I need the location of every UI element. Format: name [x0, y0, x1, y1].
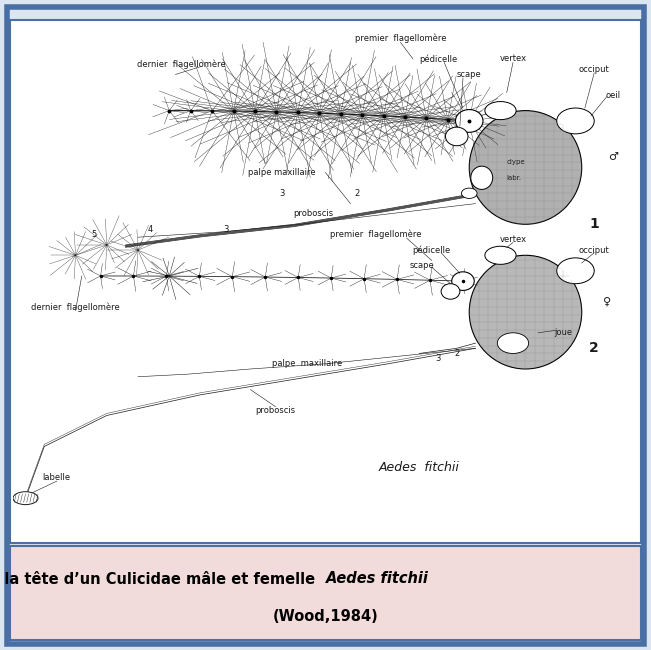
Text: labr.: labr.: [506, 175, 522, 181]
Text: pédicelle: pédicelle: [419, 54, 457, 64]
Text: vertex: vertex: [499, 55, 527, 64]
Bar: [10, 546, 641, 640]
Text: 2: 2: [354, 188, 359, 198]
Text: ♀: ♀: [603, 297, 611, 307]
Text: occiput: occiput: [579, 246, 609, 255]
Ellipse shape: [469, 111, 582, 224]
Text: occiput: occiput: [579, 65, 609, 73]
Text: 4: 4: [148, 225, 153, 234]
Circle shape: [452, 272, 474, 291]
Text: (Wood,1984): (Wood,1984): [273, 609, 378, 624]
Text: palpe maxillaire: palpe maxillaire: [248, 168, 316, 177]
Ellipse shape: [13, 491, 38, 504]
Text: vertex: vertex: [499, 235, 527, 244]
Text: palpe  maxillaire: palpe maxillaire: [271, 359, 342, 369]
Text: premier  flagellomère: premier flagellomère: [355, 34, 446, 43]
Text: 2: 2: [454, 349, 460, 358]
Text: clype: clype: [506, 159, 525, 165]
Circle shape: [445, 127, 468, 146]
Text: joue: joue: [554, 328, 572, 337]
Text: oeil: oeil: [605, 90, 620, 99]
Text: 3: 3: [436, 354, 441, 363]
Text: 3: 3: [279, 188, 284, 198]
Text: ♂: ♂: [608, 152, 618, 162]
Text: scape: scape: [410, 261, 435, 270]
Ellipse shape: [471, 166, 493, 189]
Ellipse shape: [469, 255, 582, 369]
Text: 1: 1: [589, 217, 599, 231]
Text: Aedes fitchii: Aedes fitchii: [326, 571, 428, 586]
Circle shape: [441, 283, 460, 299]
Text: pédicelle: pédicelle: [413, 245, 451, 255]
Text: 5: 5: [92, 230, 97, 239]
Text: Aedes  fitchii: Aedes fitchii: [379, 461, 460, 474]
Ellipse shape: [485, 101, 516, 120]
Circle shape: [456, 110, 483, 133]
Bar: [10, 20, 641, 543]
Ellipse shape: [557, 258, 594, 283]
Text: premier  flagellomère: premier flagellomère: [330, 230, 421, 239]
Ellipse shape: [557, 108, 594, 134]
Text: 3: 3: [223, 225, 229, 234]
Text: proboscis: proboscis: [255, 406, 296, 415]
Ellipse shape: [485, 246, 516, 265]
Text: labelle: labelle: [43, 473, 71, 482]
Text: dernier  flagellomère: dernier flagellomère: [31, 302, 120, 312]
Text: 2: 2: [589, 341, 599, 356]
Text: dernier  flagellomère: dernier flagellomère: [137, 59, 226, 69]
Text: proboscis: proboscis: [293, 209, 333, 218]
Ellipse shape: [497, 333, 529, 354]
Ellipse shape: [462, 188, 477, 198]
Text: Fig 08 :Vue latérale de la tête d’un Culicidae mâle et femelle: Fig 08 :Vue latérale de la tête d’un Cul…: [0, 571, 326, 587]
Text: scape: scape: [457, 70, 482, 79]
